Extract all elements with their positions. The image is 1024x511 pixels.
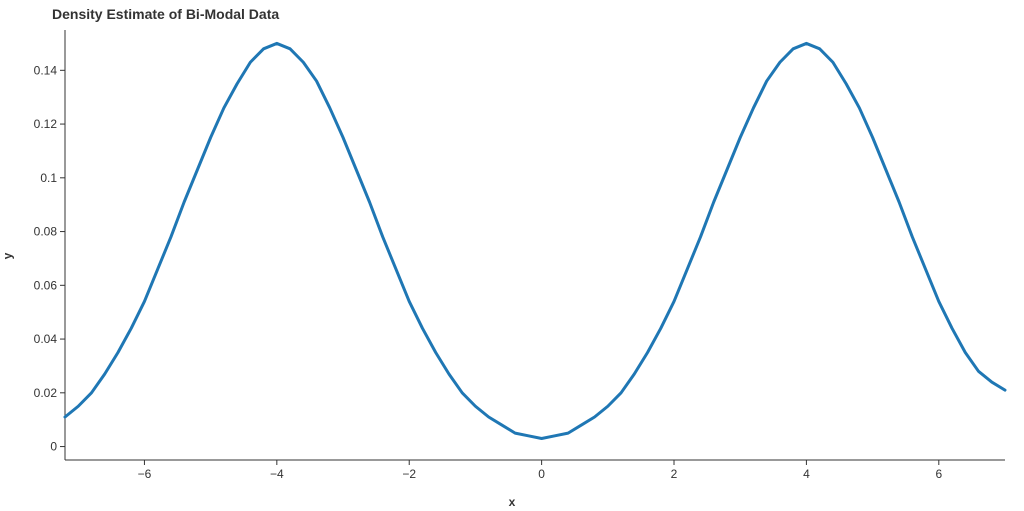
x-tick-label: −2 bbox=[402, 467, 416, 481]
x-tick-label: 6 bbox=[935, 467, 942, 481]
axes: −6 −4 −2 0 2 4 6 0 0.02 0.04 0.06 0.08 0.1 0.12 0.14 bbox=[34, 30, 1005, 481]
y-tick-label: 0.04 bbox=[34, 332, 58, 346]
y-tick-label: 0.06 bbox=[34, 278, 58, 292]
y-axis-label: y bbox=[0, 252, 14, 259]
y-tick-label: 0.12 bbox=[34, 117, 58, 131]
y-tick-label: 0.08 bbox=[34, 225, 58, 239]
chart-container: Density Estimate of Bi-Modal Data y x −6… bbox=[0, 0, 1024, 511]
x-axis-label: x bbox=[509, 495, 516, 509]
y-tick-label: 0.02 bbox=[34, 386, 58, 400]
x-tick-label: 4 bbox=[803, 467, 810, 481]
x-tick-label: 2 bbox=[671, 467, 678, 481]
y-tick-label: 0.1 bbox=[40, 171, 57, 185]
x-tick-label: 0 bbox=[538, 467, 545, 481]
x-tick-label: −4 bbox=[270, 467, 284, 481]
x-tick-label: −6 bbox=[138, 467, 152, 481]
chart-svg: −6 −4 −2 0 2 4 6 0 0.02 0.04 0.06 0.08 0.1 0.12 0.14 bbox=[0, 0, 1024, 511]
density-line bbox=[65, 43, 1005, 438]
chart-title: Density Estimate of Bi-Modal Data bbox=[52, 6, 279, 22]
y-tick-label: 0.14 bbox=[34, 63, 58, 77]
y-tick-label: 0 bbox=[50, 440, 57, 454]
